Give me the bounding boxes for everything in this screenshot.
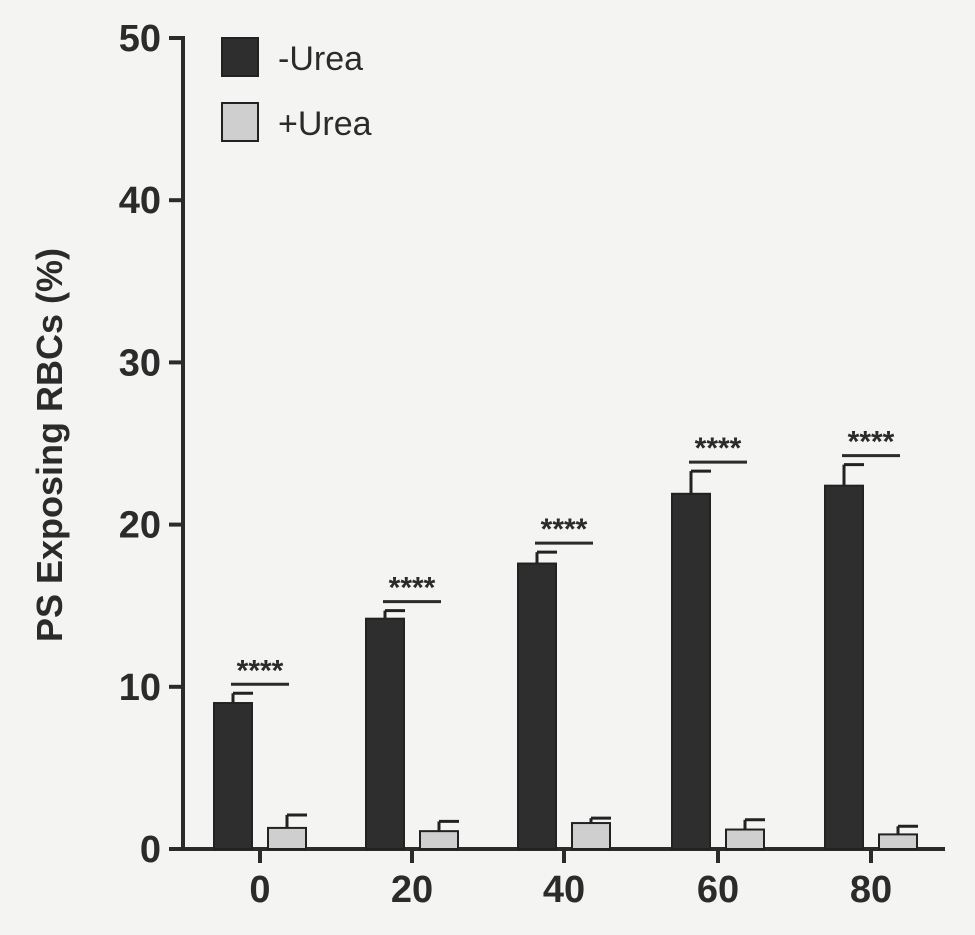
bar-urea-minus-0 [213,702,253,851]
x-tick-label-40: 40 [543,869,585,911]
y-axis-title-group: PS Exposing RBCs (%) [29,248,70,642]
y-tick-label-50: 50 [119,18,161,60]
bar-urea-minus-60 [671,492,711,850]
x-tick-label-0: 0 [249,869,270,911]
x-tick-label-20: 20 [391,869,433,911]
significance-label-0: **** [237,654,284,687]
legend-label-urea-minus: -Urea [278,40,363,78]
significance-label-80: **** [848,426,895,459]
bars-layer [213,463,918,851]
significance-label-60: **** [695,432,742,465]
y-tick-label-20: 20 [119,505,161,547]
axes: 0 10 20 30 40 50 0 20 40 60 80 [119,18,945,911]
bar-urea-plus-80 [878,833,918,850]
bar-urea-minus-20 [365,617,405,851]
legend-swatch-urea-plus [221,102,259,142]
legend-swatch-urea-minus [221,37,259,77]
y-tick-label-40: 40 [119,180,161,222]
legend-label-urea-plus: +Urea [278,105,372,143]
bar-urea-plus-60 [725,828,765,851]
bar-urea-minus-80 [824,484,864,850]
bar-urea-plus-20 [419,830,459,851]
legend: -Urea +Urea [221,37,372,143]
bar-urea-minus-40 [517,562,557,850]
x-tick-label-80: 80 [850,869,892,911]
x-tick-label-60: 60 [697,869,739,911]
bar-urea-plus-40 [571,822,611,850]
bar-urea-plus-0 [267,826,307,851]
significance-label-20: **** [389,572,436,605]
significance-layer: **** **** **** **** **** [231,426,900,687]
significance-label-40: **** [541,513,588,546]
y-tick-label-0: 0 [140,829,161,871]
y-axis-title: PS Exposing RBCs (%) [29,248,70,642]
y-tick-label-10: 10 [119,667,161,709]
y-tick-label-30: 30 [119,342,161,384]
